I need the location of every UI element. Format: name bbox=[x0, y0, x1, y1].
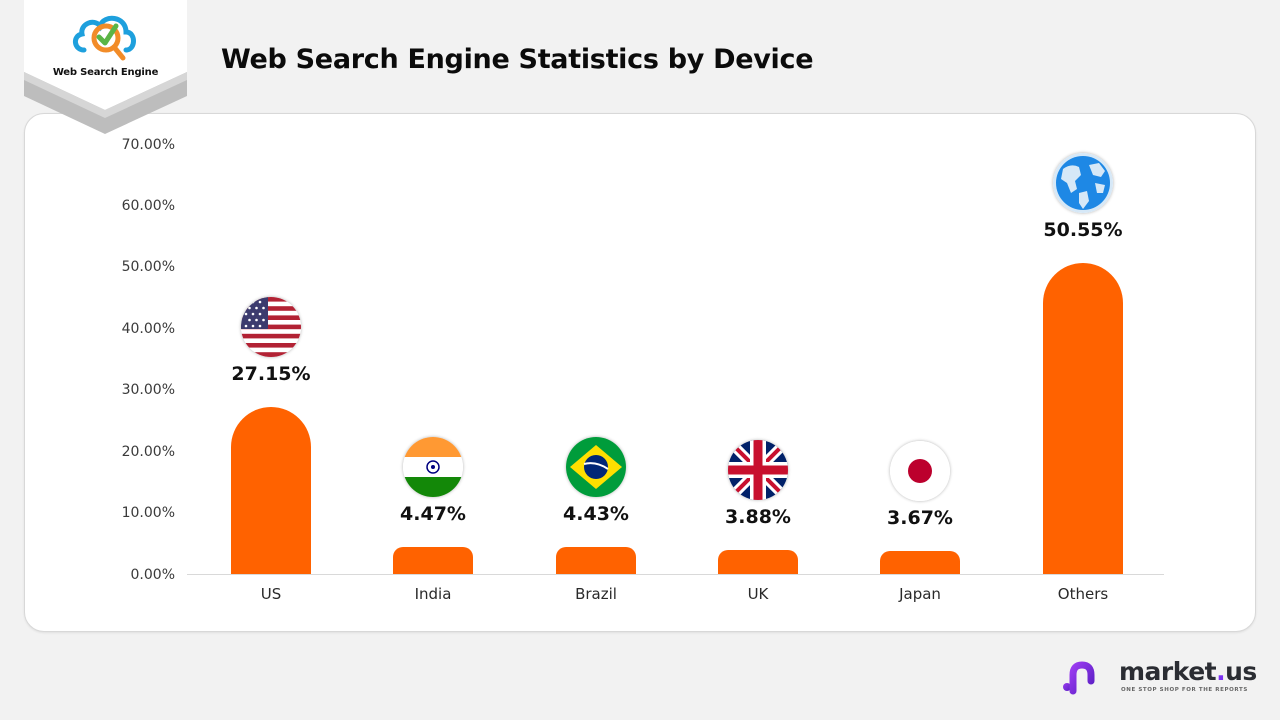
y-tick-label: 0.00% bbox=[130, 567, 175, 583]
bar-group: 50.55% bbox=[1003, 153, 1163, 574]
x-tick-label: US bbox=[260, 585, 282, 603]
logo-badge: Web Search Engine bbox=[24, 0, 187, 134]
bar-value-label: 27.15% bbox=[231, 363, 311, 385]
bar-brazil bbox=[556, 547, 636, 574]
bar-value-label: 4.47% bbox=[400, 503, 466, 525]
y-tick-label: 10.00% bbox=[121, 505, 175, 521]
bar-group: 4.47% bbox=[353, 437, 513, 574]
brand-name-part: us bbox=[1225, 657, 1257, 686]
bar-value-label: 50.55% bbox=[1043, 219, 1123, 241]
x-tick-label: Brazil bbox=[575, 585, 617, 603]
bar-group: 3.67% bbox=[840, 441, 1000, 574]
uk-flag-icon bbox=[728, 440, 788, 500]
india-flag-icon bbox=[403, 437, 463, 497]
brazil-flag-icon bbox=[566, 437, 626, 497]
x-tick-label: Others bbox=[1057, 585, 1109, 603]
x-tick-label: UK bbox=[747, 585, 769, 603]
us-flag-icon bbox=[241, 297, 301, 357]
bar-group: 3.88% bbox=[678, 440, 838, 574]
bar-us bbox=[231, 407, 311, 574]
brand-name-dot: . bbox=[1216, 657, 1226, 686]
y-tick-label: 70.00% bbox=[121, 137, 175, 153]
brand-name-part: market bbox=[1119, 657, 1217, 686]
brand-tagline: ONE STOP SHOP FOR THE REPORTS bbox=[1121, 687, 1248, 693]
market-us-logo-icon bbox=[1063, 661, 1113, 695]
bar-others bbox=[1043, 263, 1123, 574]
x-tick-label: Japan bbox=[899, 585, 941, 603]
bar-india bbox=[393, 547, 473, 574]
japan-flag-icon bbox=[890, 441, 950, 501]
page-title: Web Search Engine Statistics by Device bbox=[221, 44, 814, 75]
cloud-magnifier-check-icon bbox=[73, 15, 136, 61]
bar-uk bbox=[718, 550, 798, 574]
y-tick-label: 30.00% bbox=[121, 382, 175, 398]
bar-group: 4.43% bbox=[516, 437, 676, 574]
y-tick-label: 50.00% bbox=[121, 259, 175, 275]
logo-label: Web Search Engine bbox=[52, 67, 159, 78]
bar-value-label: 3.88% bbox=[725, 506, 791, 528]
brand-name: market.us bbox=[1119, 657, 1257, 686]
x-tick-label: India bbox=[414, 585, 452, 603]
globe-icon bbox=[1053, 153, 1113, 213]
y-tick-label: 40.00% bbox=[121, 321, 175, 337]
market-us-brand: market.us ONE STOP SHOP FOR THE REPORTS bbox=[1063, 657, 1263, 697]
y-tick-label: 20.00% bbox=[121, 444, 175, 460]
logo-badge-shape bbox=[24, 0, 187, 134]
x-axis-line bbox=[187, 574, 1164, 575]
bar-group: 27.15% bbox=[191, 297, 351, 574]
y-tick-label: 60.00% bbox=[121, 198, 175, 214]
bar-value-label: 3.67% bbox=[887, 507, 953, 529]
bar-japan bbox=[880, 551, 960, 574]
bar-value-label: 4.43% bbox=[563, 503, 629, 525]
